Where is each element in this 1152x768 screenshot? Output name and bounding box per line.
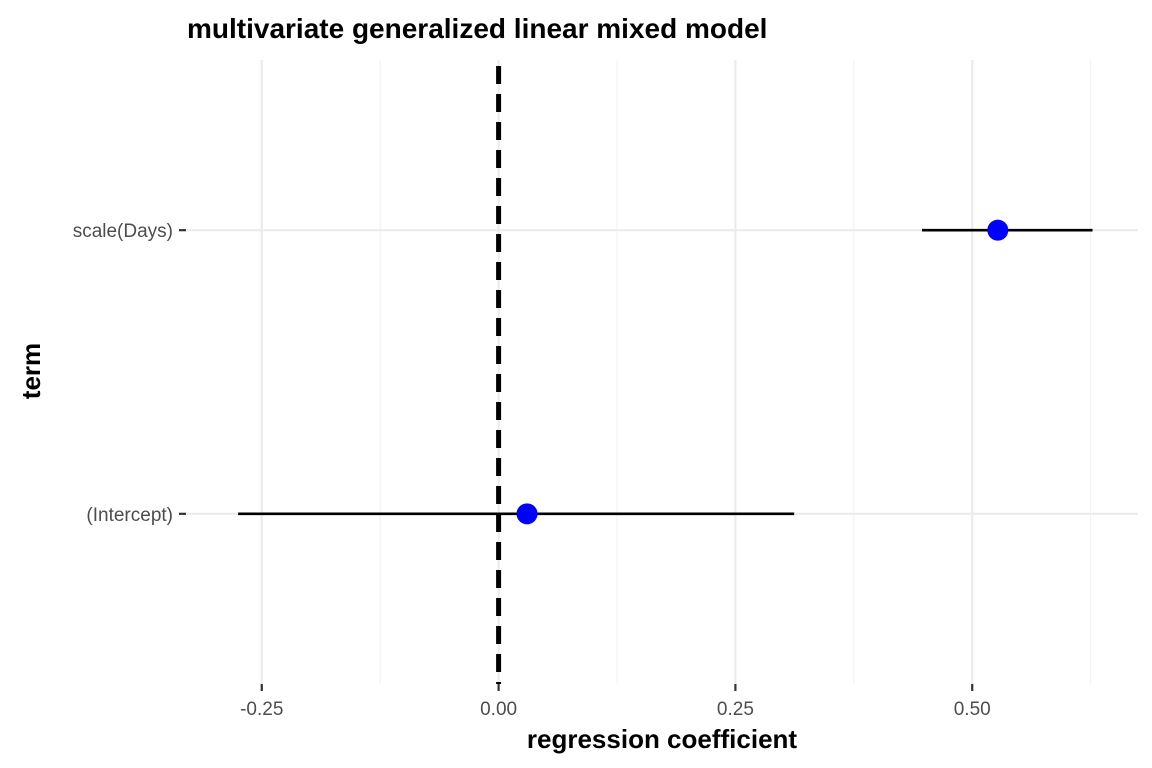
estimate-point — [516, 503, 538, 525]
chart-title: multivariate generalized linear mixed mo… — [187, 13, 767, 44]
x-axis-ticks: -0.25 0.00 0.25 0.50 — [240, 684, 991, 720]
x-tick-label: 0.50 — [954, 699, 991, 720]
x-tick-label: 0.00 — [480, 699, 517, 720]
y-tick-label: scale(Days) — [73, 221, 173, 242]
confidence-intervals — [238, 228, 1093, 516]
x-tick-label: -0.25 — [240, 699, 283, 720]
x-tick-label: 0.25 — [717, 699, 754, 720]
estimate-point — [987, 219, 1009, 241]
grid-lines — [186, 60, 1138, 684]
y-tick-label: (Intercept) — [86, 505, 173, 526]
y-axis-title: term — [16, 343, 46, 399]
y-axis-ticks: (Intercept) scale(Days) — [73, 221, 186, 526]
estimate-points — [516, 219, 1009, 525]
x-axis-title: regression coefficient — [527, 724, 798, 754]
